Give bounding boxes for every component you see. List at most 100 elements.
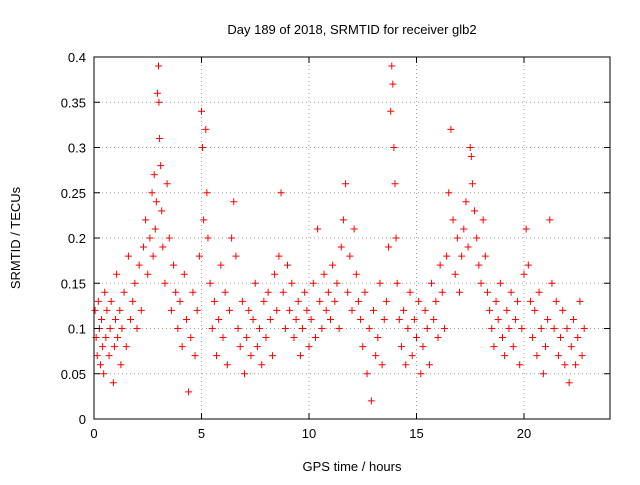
- data-point: [225, 306, 233, 314]
- data-point: [533, 352, 541, 360]
- data-point: [320, 270, 328, 278]
- data-point: [279, 288, 287, 296]
- data-point: [94, 297, 102, 305]
- data-point: [150, 171, 158, 179]
- data-point: [275, 252, 283, 260]
- data-point: [509, 343, 517, 351]
- data-point: [518, 325, 526, 332]
- data-point: [311, 334, 319, 342]
- data-point: [299, 325, 307, 332]
- data-point: [273, 306, 281, 314]
- data-point: [106, 325, 114, 332]
- data-point: [301, 288, 309, 296]
- data-point: [236, 343, 244, 351]
- data-point: [256, 325, 264, 332]
- data-point: [139, 243, 147, 251]
- data-point: [120, 288, 128, 296]
- data-point: [466, 144, 474, 151]
- data-point: [110, 343, 118, 351]
- data-point: [438, 288, 446, 296]
- data-point: [268, 352, 276, 360]
- data-point: [124, 252, 132, 260]
- data-point: [223, 361, 231, 369]
- data-point: [387, 107, 395, 115]
- data-point: [309, 279, 317, 287]
- data-point: [335, 325, 343, 332]
- data-point: [488, 325, 496, 332]
- data-point: [187, 334, 195, 342]
- data-point: [142, 216, 150, 224]
- data-point: [247, 352, 255, 360]
- data-point: [359, 343, 367, 351]
- x-tick-label: 10: [302, 426, 316, 441]
- data-point: [344, 288, 352, 296]
- data-point: [230, 198, 238, 206]
- data-point: [423, 325, 431, 332]
- data-point: [210, 297, 218, 305]
- data-point: [105, 352, 113, 360]
- data-point: [357, 315, 365, 323]
- data-point: [473, 234, 481, 242]
- data-point: [440, 325, 448, 332]
- data-point: [303, 306, 311, 314]
- data-point: [266, 315, 274, 323]
- data-point: [400, 306, 408, 314]
- data-point: [159, 243, 167, 251]
- data-point: [380, 315, 388, 323]
- data-point: [524, 261, 532, 269]
- data-point: [234, 325, 242, 332]
- data-point: [167, 306, 175, 314]
- y-tick-label: 0.35: [61, 95, 86, 110]
- data-point: [158, 207, 166, 215]
- data-point: [243, 334, 251, 342]
- data-point: [516, 361, 524, 369]
- data-point: [113, 270, 121, 278]
- data-point: [490, 343, 498, 351]
- data-point: [149, 252, 157, 260]
- data-point: [451, 270, 459, 278]
- data-point: [129, 297, 137, 305]
- data-point: [392, 234, 400, 242]
- x-tick-label: 20: [517, 426, 531, 441]
- data-point: [342, 180, 350, 188]
- y-tick-label: 0.25: [61, 186, 86, 201]
- data-point: [157, 162, 165, 170]
- y-tick-label: 0.3: [68, 141, 86, 156]
- data-point: [112, 315, 119, 323]
- data-point: [228, 234, 236, 242]
- data-point: [151, 225, 159, 233]
- x-tick-label: 0: [90, 426, 97, 441]
- y-tick-label: 0.1: [68, 322, 86, 337]
- data-point: [296, 352, 304, 360]
- data-point: [161, 279, 169, 287]
- data-point: [284, 261, 291, 269]
- data-point: [144, 270, 152, 278]
- data-point: [552, 297, 560, 305]
- data-point: [537, 325, 545, 332]
- data-point: [305, 343, 313, 351]
- data-point: [99, 343, 107, 351]
- data-point: [574, 334, 582, 342]
- data-point: [572, 361, 580, 369]
- x-axis-label: GPS time / hours: [303, 459, 402, 474]
- data-point: [122, 343, 130, 351]
- data-point: [481, 252, 489, 260]
- data-point: [413, 334, 420, 342]
- data-point: [526, 297, 534, 305]
- data-point: [316, 297, 324, 305]
- data-point: [554, 352, 562, 360]
- data-point: [475, 261, 483, 269]
- data-point: [565, 379, 573, 387]
- x-tick-label: 15: [409, 426, 423, 441]
- data-point: [462, 198, 470, 206]
- data-point: [548, 279, 556, 287]
- data-point: [391, 180, 399, 188]
- data-point: [153, 89, 161, 97]
- data-point: [98, 315, 106, 323]
- data-point: [471, 207, 479, 215]
- data-point: [195, 252, 203, 260]
- data-point: [213, 352, 221, 360]
- data-point: [578, 352, 586, 360]
